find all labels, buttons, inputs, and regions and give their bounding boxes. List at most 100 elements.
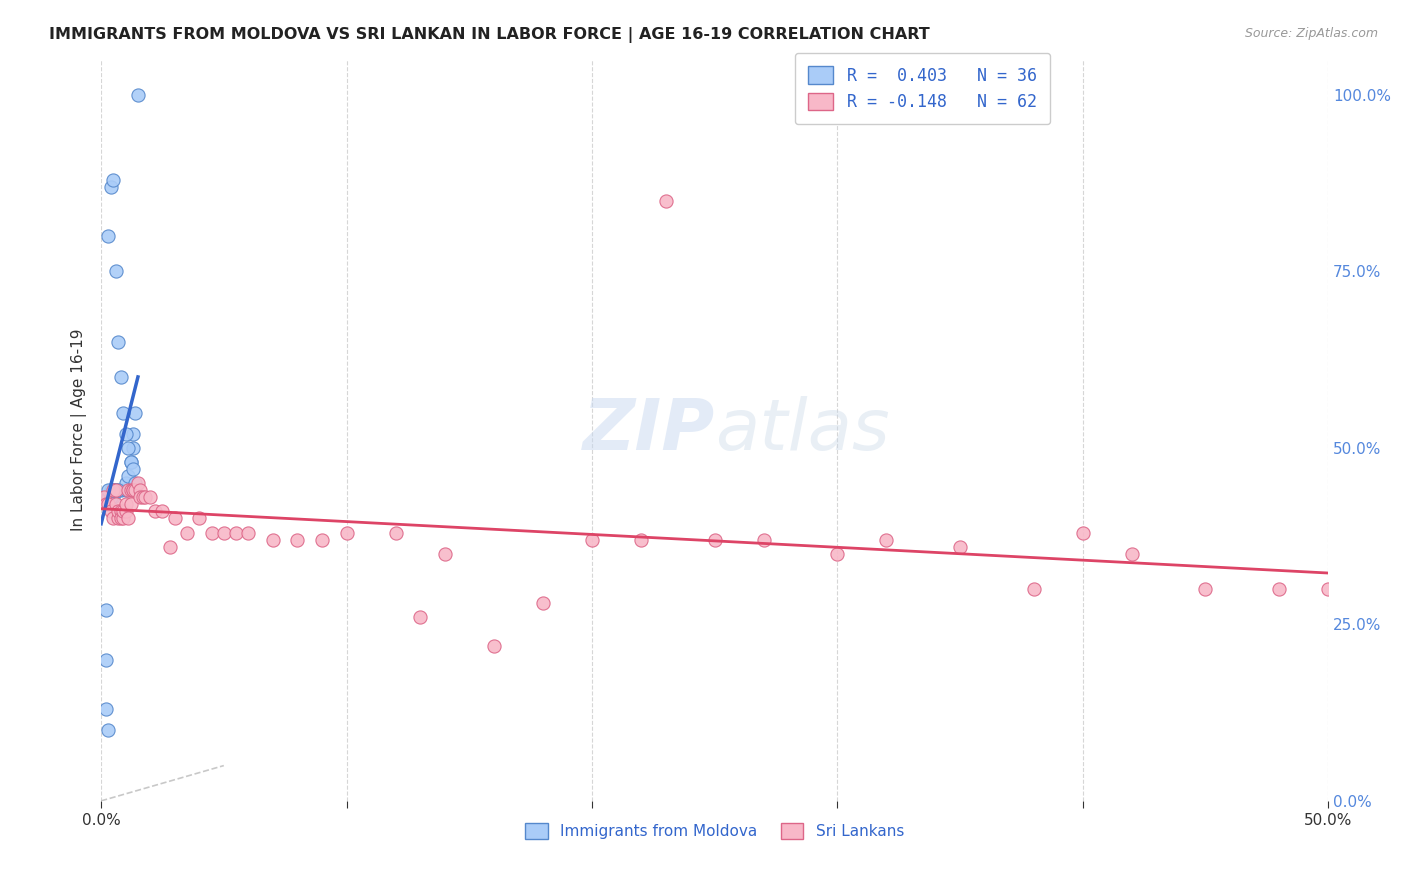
Point bbox=[103, 483, 125, 498]
Point bbox=[103, 491, 125, 505]
Point bbox=[120, 497, 142, 511]
Point bbox=[104, 264, 127, 278]
Point bbox=[129, 491, 152, 505]
Point bbox=[107, 504, 129, 518]
Point bbox=[103, 172, 125, 186]
Point bbox=[159, 540, 181, 554]
Point bbox=[262, 533, 284, 547]
Legend: Immigrants from Moldova, Sri Lankans: Immigrants from Moldova, Sri Lankans bbox=[519, 817, 910, 845]
Point bbox=[117, 441, 139, 455]
Point bbox=[93, 491, 115, 505]
Point bbox=[114, 476, 136, 491]
Point bbox=[143, 504, 166, 518]
Point bbox=[114, 497, 136, 511]
Point bbox=[654, 194, 676, 208]
Point bbox=[100, 491, 122, 505]
Point bbox=[104, 483, 127, 498]
Point bbox=[100, 504, 122, 518]
Point bbox=[531, 596, 554, 610]
Point bbox=[114, 426, 136, 441]
Text: Source: ZipAtlas.com: Source: ZipAtlas.com bbox=[1244, 27, 1378, 40]
Point bbox=[122, 426, 145, 441]
Point bbox=[124, 483, 146, 498]
Point bbox=[120, 455, 142, 469]
Point bbox=[97, 491, 120, 505]
Point bbox=[335, 525, 357, 540]
Point bbox=[409, 610, 432, 624]
Point bbox=[122, 483, 145, 498]
Point bbox=[1194, 582, 1216, 596]
Point bbox=[188, 511, 211, 525]
Point bbox=[949, 540, 972, 554]
Point bbox=[163, 511, 186, 525]
Point bbox=[97, 483, 120, 498]
Point bbox=[97, 229, 120, 244]
Point bbox=[152, 504, 174, 518]
Text: ZIP: ZIP bbox=[582, 396, 714, 465]
Point bbox=[100, 491, 122, 505]
Point bbox=[122, 483, 145, 498]
Point bbox=[112, 511, 135, 525]
Point bbox=[97, 723, 120, 738]
Point bbox=[103, 483, 125, 498]
Point bbox=[127, 476, 149, 491]
Point bbox=[127, 87, 149, 102]
Point bbox=[110, 483, 132, 498]
Y-axis label: In Labor Force | Age 16-19: In Labor Force | Age 16-19 bbox=[72, 329, 87, 532]
Point bbox=[225, 525, 247, 540]
Point bbox=[112, 504, 135, 518]
Text: atlas: atlas bbox=[714, 396, 889, 465]
Point bbox=[433, 547, 456, 561]
Point bbox=[100, 483, 122, 498]
Point bbox=[238, 525, 260, 540]
Text: IMMIGRANTS FROM MOLDOVA VS SRI LANKAN IN LABOR FORCE | AGE 16-19 CORRELATION CHA: IMMIGRANTS FROM MOLDOVA VS SRI LANKAN IN… bbox=[49, 27, 929, 43]
Point bbox=[120, 483, 142, 498]
Point bbox=[110, 504, 132, 518]
Point bbox=[752, 533, 775, 547]
Point bbox=[139, 491, 162, 505]
Point bbox=[97, 497, 120, 511]
Point bbox=[94, 702, 117, 716]
Point bbox=[1071, 525, 1094, 540]
Point bbox=[110, 511, 132, 525]
Point bbox=[114, 483, 136, 498]
Point bbox=[104, 483, 127, 498]
Point bbox=[104, 497, 127, 511]
Point bbox=[875, 533, 897, 547]
Point bbox=[581, 533, 603, 547]
Point bbox=[122, 462, 145, 476]
Point bbox=[1022, 582, 1045, 596]
Point bbox=[104, 483, 127, 498]
Point bbox=[112, 406, 135, 420]
Point bbox=[132, 491, 155, 505]
Point bbox=[124, 406, 146, 420]
Point bbox=[94, 603, 117, 617]
Point bbox=[110, 370, 132, 384]
Point bbox=[134, 491, 156, 505]
Point bbox=[107, 511, 129, 525]
Point bbox=[107, 334, 129, 349]
Point bbox=[117, 511, 139, 525]
Point bbox=[630, 533, 652, 547]
Point bbox=[107, 483, 129, 498]
Point bbox=[287, 533, 309, 547]
Point bbox=[122, 441, 145, 455]
Point bbox=[94, 653, 117, 667]
Point bbox=[124, 476, 146, 491]
Point bbox=[827, 547, 849, 561]
Point bbox=[100, 179, 122, 194]
Point bbox=[384, 525, 406, 540]
Point bbox=[200, 525, 222, 540]
Point bbox=[1317, 582, 1340, 596]
Point bbox=[129, 483, 152, 498]
Point bbox=[117, 469, 139, 483]
Point bbox=[176, 525, 198, 540]
Point bbox=[94, 497, 117, 511]
Point bbox=[212, 525, 235, 540]
Point bbox=[703, 533, 725, 547]
Point bbox=[103, 511, 125, 525]
Point bbox=[311, 533, 333, 547]
Point bbox=[117, 483, 139, 498]
Point bbox=[1268, 582, 1291, 596]
Point bbox=[114, 504, 136, 518]
